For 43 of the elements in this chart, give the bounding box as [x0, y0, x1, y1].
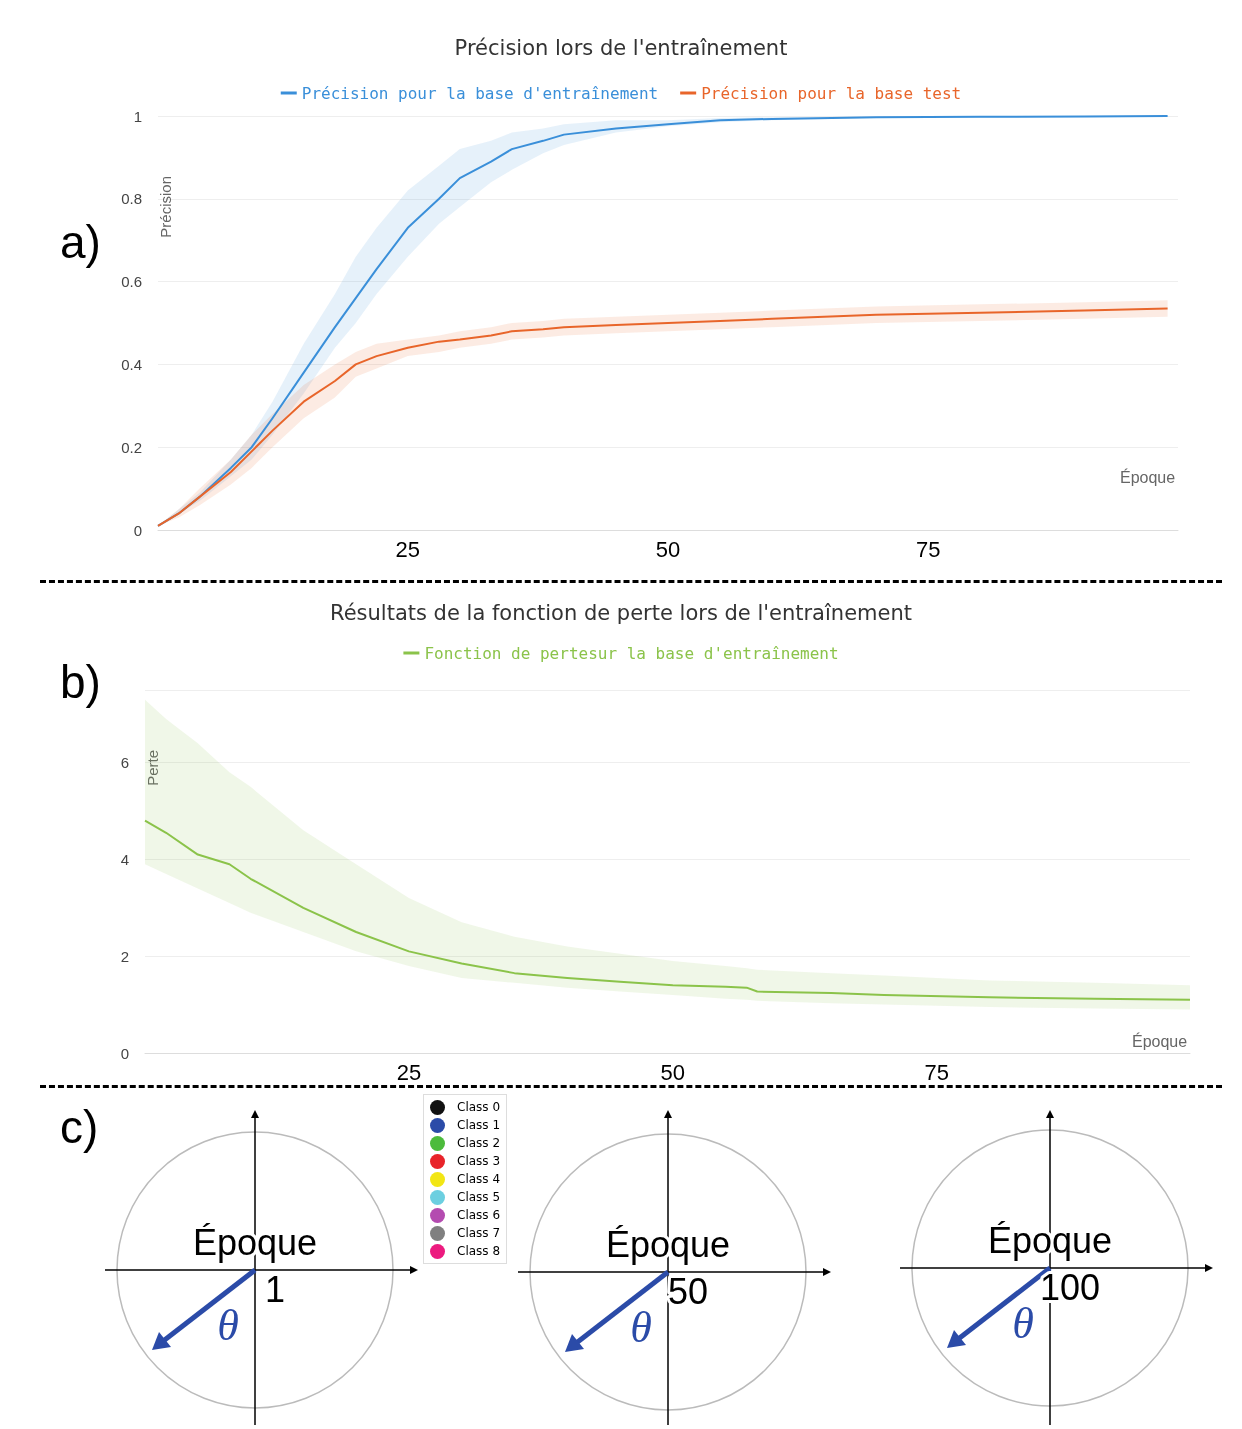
x-tick-label: 50 — [660, 1059, 686, 1085]
x-tick-label: 25 — [395, 536, 421, 562]
y-tick-label: 0.6 — [121, 273, 142, 291]
legend-label: Précision pour la base d'entraînement — [301, 83, 659, 103]
text: θ — [1012, 1299, 1034, 1348]
x-axis-title: Époque — [1132, 1031, 1188, 1050]
category-label: Class 8 — [457, 1244, 501, 1258]
x-tick-label: 75 — [915, 536, 941, 562]
text: θ — [630, 1303, 652, 1352]
category-label: Class 6 — [457, 1208, 501, 1222]
chart-title: Résultats de la fonction de perte lors de l'entraînement — [330, 600, 912, 625]
x-tick-label: 25 — [396, 1059, 422, 1085]
y-axis-title: Précision — [157, 176, 174, 238]
text: 50 — [667, 1271, 709, 1312]
category-label: Class 0 — [457, 1100, 501, 1114]
text: θ — [217, 1301, 239, 1350]
text: 1 — [264, 1269, 286, 1310]
line-series — [144, 819, 1191, 1001]
legend-label: Précision pour la base test — [701, 83, 962, 103]
y-tick-label: 1 — [133, 107, 142, 125]
text: c) — [60, 1100, 99, 1154]
y-tick-label: 0 — [120, 1044, 129, 1062]
category-label: Class 3 — [457, 1154, 501, 1168]
y-tick-label: 0.4 — [121, 355, 142, 373]
chart-title: Précision lors de l'entraînement — [454, 35, 788, 60]
text: b) — [60, 655, 101, 709]
y-tick-label: 0.2 — [121, 438, 142, 456]
y-tick-label: 6 — [120, 754, 129, 772]
category-label: Class 2 — [457, 1136, 501, 1150]
y-tick-label: 4 — [120, 850, 129, 868]
category-label: Class 1 — [457, 1118, 501, 1132]
legend-label: Fonction de pertesur la base d'entraînement — [424, 643, 839, 663]
category-label: Class 5 — [457, 1190, 501, 1204]
x-tick-label: 75 — [924, 1059, 949, 1085]
y-tick-label: 0 — [133, 521, 142, 539]
category-label: Class 7 — [457, 1226, 501, 1240]
text: a) — [60, 215, 101, 269]
y-axis-title: Perte — [144, 750, 161, 786]
x-tick-label: 50 — [655, 536, 681, 562]
x-axis-title: Époque — [1120, 467, 1176, 486]
y-tick-label: 0.8 — [121, 190, 142, 208]
category-label: Class 4 — [457, 1172, 501, 1186]
y-tick-label: 2 — [120, 947, 129, 965]
